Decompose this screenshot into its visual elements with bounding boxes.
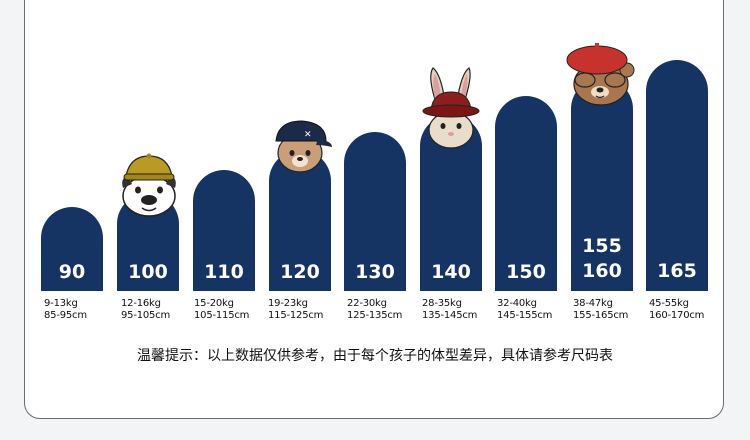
weight-range: 15-20kg xyxy=(194,298,234,309)
size-label: 110 xyxy=(204,261,244,283)
size-label: 130 xyxy=(355,261,395,283)
size-label: 120 xyxy=(280,261,320,283)
height-range: 125-135cm xyxy=(347,310,403,321)
weight-range: 9-13kg xyxy=(44,298,78,309)
size-tip: 温馨提示：以上数据仅供参考，由于每个孩子的体型差异，具体请参考尺码表 xyxy=(137,348,613,364)
weight-range: 28-35kg xyxy=(422,298,462,309)
weight-range: 12-16kg xyxy=(121,298,161,309)
size-measurements: 28-35kg 135-145cm xyxy=(422,298,502,322)
height-range: 85-95cm xyxy=(44,310,87,321)
height-range: 105-115cm xyxy=(194,310,250,321)
size-label: 150 xyxy=(506,261,546,283)
size-pillar-150: 150 xyxy=(495,96,557,291)
size-measurements: 45-55kg 160-170cm xyxy=(649,298,729,322)
size-label: 165 xyxy=(657,260,697,282)
size-measurements: 19-23kg 115-125cm xyxy=(268,298,348,322)
weight-range: 45-55kg xyxy=(649,298,689,309)
height-range: 135-145cm xyxy=(422,310,478,321)
weight-range: 38-47kg xyxy=(573,298,613,309)
height-range: 115-125cm xyxy=(268,310,324,321)
size-pillar-165: 165 xyxy=(646,60,708,291)
size-pillar-120: 120 xyxy=(269,150,331,291)
size-measurements: 38-47kg 155-165cm xyxy=(573,298,653,322)
height-range: 145-155cm xyxy=(497,310,553,321)
weight-range: 19-23kg xyxy=(268,298,308,309)
size-measurements: 15-20kg 105-115cm xyxy=(194,298,274,322)
svg-text:✕: ✕ xyxy=(304,130,312,140)
size-pillar-90: 90 xyxy=(41,207,103,291)
size-label: 100 xyxy=(128,261,168,283)
size-label: 140 xyxy=(431,261,471,283)
bulldog-icon xyxy=(122,153,176,217)
bear-cap-icon: ✕ xyxy=(275,120,332,173)
size-measurements: 32-40kg 145-155cm xyxy=(497,298,577,322)
size-measurements: 12-16kg 95-105cm xyxy=(121,298,201,322)
bear-beret-icon xyxy=(566,43,635,106)
size-measurements: 22-30kg 125-135cm xyxy=(347,298,427,322)
height-range: 95-105cm xyxy=(121,310,171,321)
size-label-top: 155 xyxy=(582,235,622,257)
height-range: 155-165cm xyxy=(573,310,629,321)
weight-range: 22-30kg xyxy=(347,298,387,309)
size-measurements: 9-13kg 85-95cm xyxy=(44,298,124,322)
size-label: 160 xyxy=(582,260,622,282)
size-pillar-110: 110 xyxy=(193,170,255,291)
weight-range: 32-40kg xyxy=(497,298,537,309)
size-label: 90 xyxy=(58,261,86,283)
rabbit-hat-icon xyxy=(422,67,480,149)
size-pillar-160: 155 160 xyxy=(571,78,633,291)
size-pillar-130: 130 xyxy=(344,132,406,291)
height-range: 160-170cm xyxy=(649,310,705,321)
